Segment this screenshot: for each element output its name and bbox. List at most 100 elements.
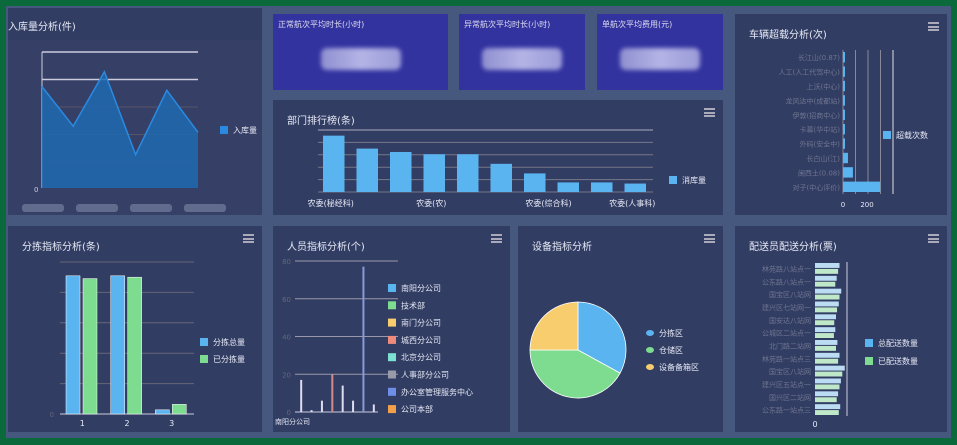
bar	[815, 410, 839, 415]
panel-title: 部门排行榜(条)	[287, 116, 355, 127]
legend-label: 分拣总量	[213, 337, 245, 347]
x-tick-label: 1	[80, 419, 85, 428]
device-panel: 设备指标分析 分拣区 仓储区 设备备箱区	[518, 226, 723, 432]
menu-icon[interactable]	[704, 234, 715, 243]
x-tick-label: 0	[812, 420, 817, 429]
bar	[815, 340, 838, 345]
legend-swatch	[883, 131, 891, 139]
legend-swatch	[865, 339, 873, 347]
menu-icon[interactable]	[491, 234, 502, 243]
y-tick-label: 外码(安全中)	[800, 140, 841, 149]
bar	[843, 66, 845, 77]
x-tick-label-blurred	[130, 204, 172, 212]
y-tick-label: 对子(中心评价)	[793, 183, 841, 192]
panel-title: 设备指标分析	[532, 242, 592, 253]
legend-label: 北京分公司	[401, 352, 441, 362]
bar	[331, 374, 334, 412]
bar	[843, 124, 845, 135]
legend-swatch	[220, 126, 228, 134]
series-line	[41, 70, 199, 157]
bar	[815, 294, 840, 300]
y-tick-label: 80	[282, 258, 291, 266]
legend-swatch	[388, 387, 396, 396]
bar	[172, 404, 187, 415]
bar	[815, 371, 843, 377]
kpi-value-blurred	[482, 48, 562, 70]
bar	[110, 275, 125, 415]
y-tick-label: 国宝区八站网	[769, 367, 811, 376]
delivery-chart: 林苑路八站点一公东路八站点一国宝区八站网建兴区七站网一国安达八站网公城区二站点一…	[762, 262, 918, 429]
x-tick-label: 农委(综合科)	[525, 198, 571, 208]
bar	[815, 275, 837, 281]
legend-label: 公司本部	[401, 404, 433, 414]
y-tick-label: 公东路八站点一	[762, 277, 811, 286]
pie-slice	[529, 349, 621, 399]
panel-title: 人员指标分析(个)	[287, 242, 365, 253]
bar	[815, 358, 839, 364]
y-tick-label: 国宝区八站网	[769, 290, 811, 299]
bar	[843, 138, 845, 149]
bar	[352, 400, 355, 412]
y-tick-label: 0	[50, 411, 54, 419]
legend-swatch	[388, 370, 396, 379]
legend-label: 南阳分公司	[401, 283, 441, 293]
menu-icon[interactable]	[928, 234, 939, 243]
x-tick-label: 3	[169, 419, 174, 428]
legend-swatch	[388, 284, 396, 292]
y-tick-label: 人工(人工代驾中心)	[779, 68, 841, 77]
y-tick-label: 长江山(0.87)	[798, 53, 840, 62]
x-tick-label: 0	[841, 201, 845, 209]
staff-panel: 人员指标分析(个) 0 20 40 60 80 南阳分公司 南阳分公司 技术部 南门分公司 城西分…	[273, 226, 510, 432]
bar	[457, 154, 479, 192]
bar	[155, 409, 170, 415]
bar	[815, 391, 839, 397]
legend-swatch	[865, 357, 873, 365]
legend-label: 已分拣量	[213, 354, 245, 364]
staff-chart: 020406080南阳分公司南阳分公司技术部南门分公司城西分公司北京分公司人事部…	[275, 258, 473, 426]
bar	[356, 148, 378, 192]
x-tick-label: 南阳分公司	[275, 417, 310, 426]
bar	[815, 301, 839, 307]
legend-label: 入库量	[233, 125, 257, 135]
bar	[843, 109, 845, 120]
legend-label: 设备备箱区	[659, 362, 699, 372]
bar	[843, 152, 848, 164]
y-tick-label: 40	[282, 334, 291, 342]
legend-swatch	[200, 338, 208, 346]
x-tick-label-blurred	[22, 204, 64, 212]
menu-icon[interactable]	[704, 108, 715, 117]
bar	[843, 52, 845, 63]
legend-label: 消库量	[682, 175, 706, 185]
kpi-card-abnormal-duration: 异常航次平均时长(小时)	[459, 14, 585, 90]
inbound-panel: 入库量分析(件) 0 入库量	[8, 8, 262, 215]
y-tick-label: 建兴区五站点一	[762, 380, 811, 389]
legend-label: 分拣区	[659, 328, 683, 338]
x-tick-label-blurred	[184, 204, 226, 212]
menu-icon[interactable]	[243, 234, 254, 243]
bar	[423, 154, 445, 192]
menu-icon[interactable]	[928, 22, 939, 31]
bar	[372, 404, 375, 412]
bar	[341, 385, 344, 412]
bar	[815, 268, 839, 274]
y-tick-label: 北门路二站网	[769, 341, 811, 350]
legend-label: 已配送数量	[878, 356, 918, 366]
bar	[815, 314, 836, 320]
y-tick-label: 林苑路八站点一	[762, 264, 811, 273]
bar	[624, 183, 646, 192]
kpi-value-blurred	[620, 48, 700, 70]
bar	[323, 135, 345, 192]
bar	[815, 378, 841, 384]
x-tick-label: 农委(秘经科)	[308, 198, 354, 208]
bar	[300, 379, 303, 412]
bar	[815, 384, 840, 390]
ranking-chart: 农委(秘经科) 农委(农) 农委(综合科) 农委(人事科) 消库量	[308, 129, 706, 208]
legend-swatch	[669, 176, 677, 184]
y-tick-label: 龙风达中(成都站)	[786, 96, 841, 105]
panel-title: 入库量分析(件)	[8, 22, 76, 33]
bar	[815, 397, 837, 403]
legend-swatch	[200, 355, 208, 363]
legend-swatch	[646, 347, 654, 353]
